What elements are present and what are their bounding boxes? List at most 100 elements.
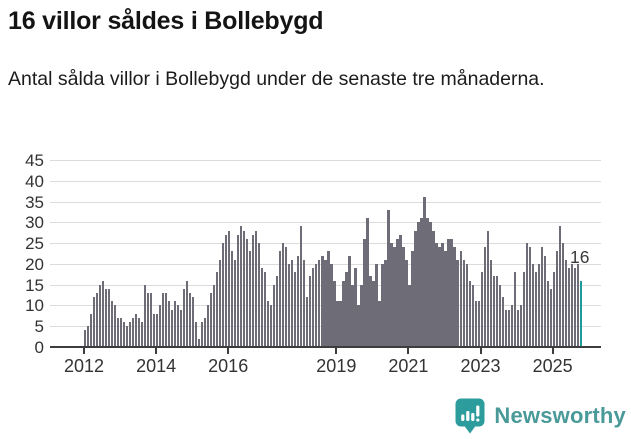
- bar: [129, 322, 132, 347]
- bar: [462, 259, 465, 347]
- bar: [549, 288, 552, 347]
- y-axis-label: 35: [25, 192, 44, 212]
- bar: [300, 226, 303, 347]
- bar: [138, 317, 141, 347]
- bar: [132, 317, 135, 347]
- bar: [282, 243, 285, 347]
- bar: [192, 297, 195, 347]
- bar: [552, 272, 555, 347]
- bar: [243, 230, 246, 347]
- bar: [324, 259, 327, 347]
- bar: [96, 292, 99, 347]
- bar: [354, 268, 357, 347]
- bar: [114, 305, 117, 347]
- bar: [480, 272, 483, 347]
- bar: [288, 263, 291, 347]
- bar: [459, 251, 462, 347]
- highlighted-bar: [579, 280, 582, 347]
- y-axis-label: 10: [25, 296, 44, 316]
- x-axis-label: 2014: [136, 356, 177, 376]
- gridline: [50, 243, 601, 245]
- bar: [162, 292, 165, 347]
- bar: [207, 305, 210, 347]
- bar: [477, 301, 480, 347]
- bar: [183, 288, 186, 347]
- bar: [189, 292, 192, 347]
- bar: [366, 218, 369, 347]
- bar: [273, 284, 276, 347]
- bar: [198, 338, 201, 347]
- bar: [318, 259, 321, 347]
- bar: [426, 218, 429, 347]
- bar: [255, 230, 258, 347]
- bar: [339, 301, 342, 347]
- bar: [99, 284, 102, 347]
- bar: [561, 243, 564, 347]
- bar: [540, 247, 543, 347]
- chart-subtitle: Antal sålda villor i Bollebygd under de …: [8, 68, 545, 90]
- bar: [111, 301, 114, 347]
- x-axis-tick: [335, 348, 338, 354]
- bar: [378, 301, 381, 347]
- bar: [180, 309, 183, 347]
- bar: [333, 280, 336, 347]
- bar: [327, 251, 330, 347]
- x-axis-tick: [479, 348, 482, 354]
- bar: [423, 197, 426, 347]
- bar: [102, 280, 105, 347]
- bar: [234, 259, 237, 347]
- bar: [156, 313, 159, 347]
- newsworthy-pin-icon: [455, 398, 485, 434]
- bar: [285, 247, 288, 347]
- bar: [336, 301, 339, 347]
- bar: [507, 309, 510, 347]
- bar: [501, 297, 504, 347]
- bar: [492, 276, 495, 347]
- bar: [447, 238, 450, 347]
- bar: [237, 234, 240, 347]
- bar: [210, 292, 213, 347]
- bar: [468, 280, 471, 347]
- bar: [213, 284, 216, 347]
- y-axis-label: 20: [25, 254, 44, 274]
- chart-title: 16 villor såldes i Bollebygd: [8, 7, 324, 35]
- bar: [249, 251, 252, 347]
- bar: [345, 272, 348, 347]
- bar: [567, 268, 570, 347]
- y-axis-label: 15: [25, 275, 44, 295]
- bar: [384, 259, 387, 347]
- bar: [372, 280, 375, 347]
- bar: [537, 263, 540, 347]
- y-axis-label: 30: [25, 213, 44, 233]
- bar: [402, 247, 405, 347]
- bar: [387, 209, 390, 347]
- y-axis-label: 5: [34, 317, 44, 337]
- bar: [450, 238, 453, 347]
- bar: [306, 297, 309, 347]
- bar: [222, 243, 225, 347]
- bar: [444, 251, 447, 347]
- bar: [489, 259, 492, 347]
- x-axis-label: 2016: [208, 356, 249, 376]
- x-axis-tick: [83, 348, 85, 354]
- bar: [510, 305, 513, 347]
- bar: [414, 230, 417, 347]
- bar: [357, 305, 360, 347]
- x-axis-tick: [551, 348, 554, 354]
- bar: [165, 292, 168, 347]
- bar: [420, 218, 423, 347]
- gridline: [50, 201, 601, 203]
- bar: [150, 292, 153, 347]
- bar: [171, 309, 174, 347]
- bar: [516, 309, 519, 347]
- bar: [123, 322, 126, 347]
- bar: [543, 255, 546, 347]
- bar: [486, 230, 489, 347]
- x-axis-tick: [407, 348, 410, 354]
- bar: [174, 301, 177, 347]
- bar: [258, 243, 261, 347]
- bar: [411, 251, 414, 347]
- bar: [93, 297, 96, 347]
- brand-logo: Newsworthy: [455, 398, 626, 434]
- bar: [432, 230, 435, 347]
